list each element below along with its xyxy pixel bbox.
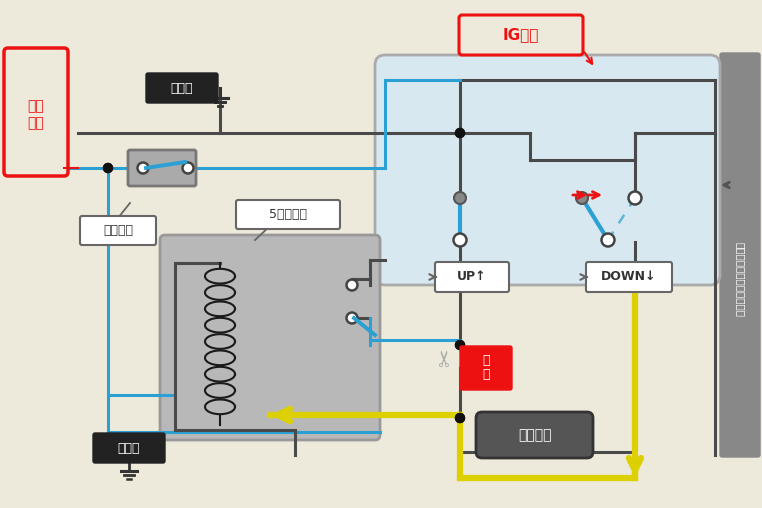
Text: モーター: モーター xyxy=(518,428,552,442)
Circle shape xyxy=(183,163,194,174)
Text: スイッチ: スイッチ xyxy=(103,224,133,237)
FancyBboxPatch shape xyxy=(459,15,583,55)
FancyBboxPatch shape xyxy=(160,235,380,440)
Circle shape xyxy=(456,129,465,138)
FancyBboxPatch shape xyxy=(586,262,672,292)
Circle shape xyxy=(453,234,466,246)
Text: 切
断: 切 断 xyxy=(482,355,490,382)
Circle shape xyxy=(456,414,465,423)
FancyBboxPatch shape xyxy=(460,346,512,390)
Text: アース: アース xyxy=(171,81,194,94)
FancyBboxPatch shape xyxy=(236,200,340,229)
Circle shape xyxy=(104,164,113,173)
Circle shape xyxy=(456,129,465,138)
FancyBboxPatch shape xyxy=(720,53,760,457)
Text: パワーウインドウスイッチ: パワーウインドウスイッチ xyxy=(735,242,745,318)
Circle shape xyxy=(454,192,466,204)
Circle shape xyxy=(456,340,465,350)
FancyBboxPatch shape xyxy=(80,216,156,245)
FancyBboxPatch shape xyxy=(476,412,593,458)
FancyBboxPatch shape xyxy=(146,73,218,103)
Circle shape xyxy=(137,163,149,174)
Circle shape xyxy=(629,192,642,205)
FancyBboxPatch shape xyxy=(93,433,165,463)
Circle shape xyxy=(456,414,465,423)
Text: UP↑: UP↑ xyxy=(457,270,487,283)
Text: アース: アース xyxy=(118,441,140,455)
FancyBboxPatch shape xyxy=(435,262,509,292)
Text: 5極リレー: 5極リレー xyxy=(269,207,307,220)
Circle shape xyxy=(347,312,357,324)
Text: DOWN↓: DOWN↓ xyxy=(601,270,657,283)
FancyBboxPatch shape xyxy=(128,150,196,186)
Circle shape xyxy=(104,164,113,173)
FancyBboxPatch shape xyxy=(375,55,720,285)
Circle shape xyxy=(601,234,614,246)
Text: ✂: ✂ xyxy=(436,348,456,367)
Circle shape xyxy=(456,340,465,350)
Text: 常時
電源: 常時 電源 xyxy=(27,100,44,131)
FancyBboxPatch shape xyxy=(4,48,68,176)
Circle shape xyxy=(347,279,357,291)
Text: IG電源: IG電源 xyxy=(503,27,539,43)
Circle shape xyxy=(576,192,588,204)
